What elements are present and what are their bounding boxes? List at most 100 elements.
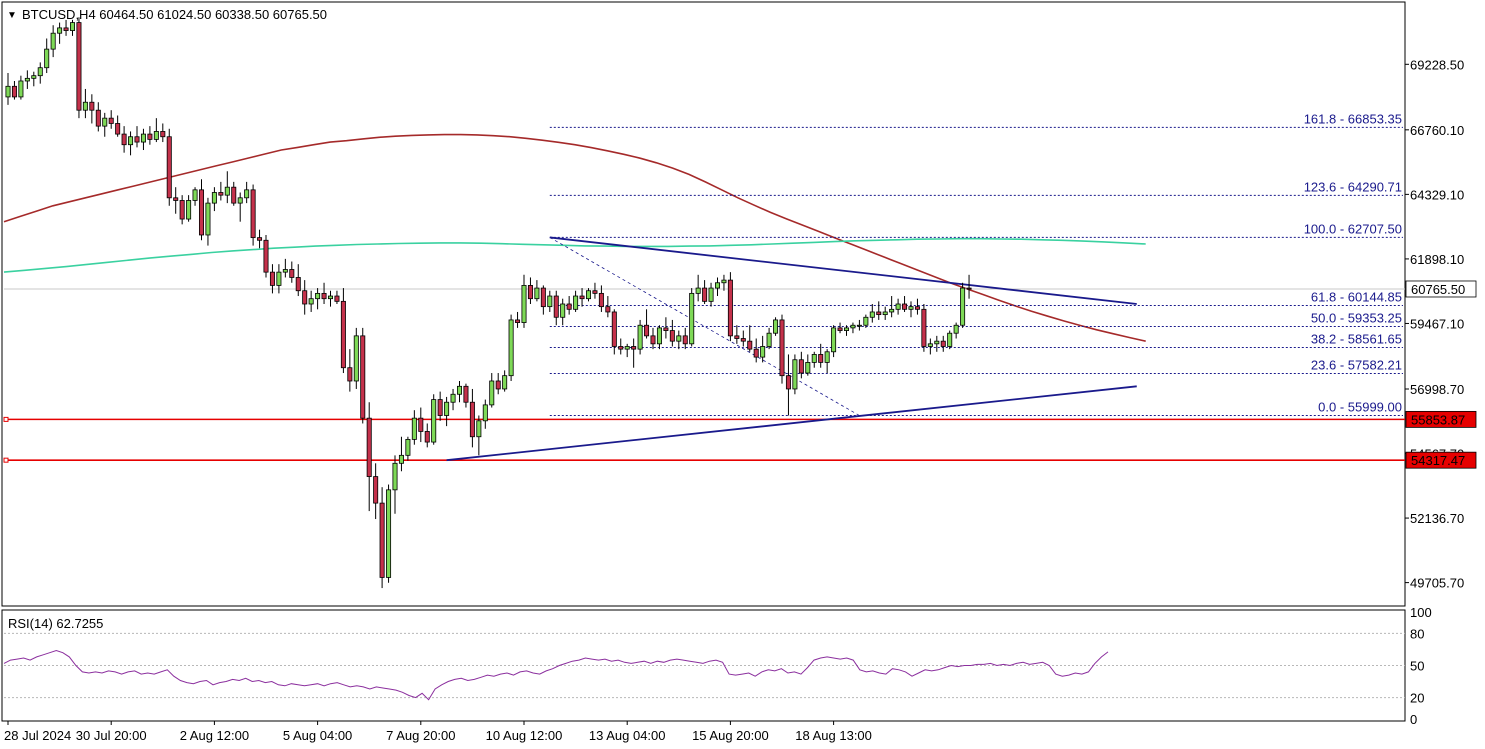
candle-body <box>927 343 933 347</box>
symbol-menu-caret[interactable]: ▼ <box>7 10 17 21</box>
candle-body <box>218 192 224 196</box>
candle-body <box>444 401 450 416</box>
rsi-axis-label: 0 <box>1410 712 1417 727</box>
support-price-tag-text: 55853.87 <box>1411 412 1465 427</box>
candle-body <box>715 282 721 289</box>
candle-body <box>753 348 759 358</box>
candle-body <box>263 239 269 273</box>
candle-body <box>24 77 30 82</box>
candle-body <box>308 298 314 305</box>
candle-body <box>850 324 856 329</box>
price-axis-label: 52136.70 <box>1410 511 1464 526</box>
candle-body <box>669 330 675 342</box>
candle-body <box>573 295 579 310</box>
candle-body <box>682 335 688 345</box>
candle-body <box>418 417 424 432</box>
candle-body <box>837 327 843 331</box>
candle-body <box>327 295 333 300</box>
candle-body <box>431 399 437 443</box>
candle-body <box>50 32 56 50</box>
time-axis-label: 10 Aug 12:00 <box>486 728 563 743</box>
time-axis-label: 30 Jul 20:00 <box>76 728 147 743</box>
candle-body <box>321 292 327 300</box>
rsi-title: RSI(14) 62.7255 <box>8 616 103 631</box>
candle-body <box>676 335 682 342</box>
candle-body <box>82 101 88 111</box>
candle-body <box>844 327 850 331</box>
current-price-tag-text: 60765.50 <box>1411 282 1465 297</box>
candle-body <box>966 287 972 290</box>
candle-body <box>702 287 708 302</box>
candle-body <box>89 101 95 111</box>
candle-body <box>811 354 817 363</box>
candle-body <box>644 324 650 337</box>
candle-body <box>734 335 740 339</box>
candle-body <box>411 417 417 440</box>
support-anchor-marker <box>3 457 9 463</box>
candle-body <box>618 346 624 350</box>
candle-body <box>211 192 217 204</box>
candle-body <box>721 279 727 284</box>
candle-body <box>798 359 804 374</box>
fib-level-label: 123.6 - 64290.71 <box>1304 179 1402 194</box>
candle-body <box>276 271 282 286</box>
candle-body <box>947 332 953 347</box>
candle-body <box>386 489 392 578</box>
candle-body <box>302 290 308 305</box>
price-axis-label: 61898.10 <box>1410 252 1464 267</box>
candle-body <box>914 306 920 310</box>
support-price-tag-text: 54317.47 <box>1411 453 1465 468</box>
candle-body <box>224 186 230 196</box>
candle-body <box>37 67 43 77</box>
price-axis-label: 66760.10 <box>1410 123 1464 138</box>
candle-body <box>57 27 63 34</box>
chart-header-title: BTCUSD,H4 60464.50 61024.50 60338.50 607… <box>22 7 327 22</box>
candle-body <box>508 319 514 377</box>
candle-body <box>747 340 753 350</box>
candle-body <box>282 269 288 273</box>
candle-body <box>269 271 275 286</box>
trendline-upper <box>549 236 1137 305</box>
candle-body <box>392 462 398 491</box>
candle-body <box>289 269 295 278</box>
candle-body <box>889 308 895 313</box>
candle-body <box>689 292 695 345</box>
candle-body <box>173 197 179 201</box>
price-axis-label: 69228.50 <box>1410 57 1464 72</box>
candle-body <box>315 292 321 300</box>
rsi-axis-label: 100 <box>1410 605 1432 620</box>
candle-body <box>437 399 443 416</box>
candle-body <box>31 75 37 79</box>
candle-body <box>70 22 76 31</box>
candle-body <box>244 189 250 199</box>
support-price-tag-box <box>1405 410 1477 428</box>
candle-body <box>456 385 462 395</box>
candlesticks <box>5 17 972 589</box>
candle-body <box>785 375 791 390</box>
candle-body <box>115 123 121 135</box>
candle-body <box>366 417 372 477</box>
candle-body <box>95 109 101 127</box>
candle-body <box>482 404 488 422</box>
rsi-axis-label: 50 <box>1410 659 1424 674</box>
moving-averages <box>3 133 1146 342</box>
candle-body <box>186 200 192 220</box>
candle-body <box>250 189 256 239</box>
candle-body <box>605 306 611 313</box>
candle-body <box>502 375 508 390</box>
support-levels <box>4 288 1405 461</box>
candle-body <box>515 319 521 323</box>
candle-body <box>63 27 69 31</box>
candle-body <box>134 136 140 143</box>
candle-body <box>140 133 146 143</box>
candle-body <box>624 346 630 350</box>
candle-body <box>463 385 469 403</box>
candle-body <box>637 324 643 350</box>
time-axis-label: 5 Aug 04:00 <box>283 728 352 743</box>
candle-body <box>489 380 495 406</box>
candle-body <box>128 136 134 146</box>
candle-body <box>398 454 404 464</box>
price-tags: 60765.50 55853.87 54317.47 <box>3 280 1477 469</box>
